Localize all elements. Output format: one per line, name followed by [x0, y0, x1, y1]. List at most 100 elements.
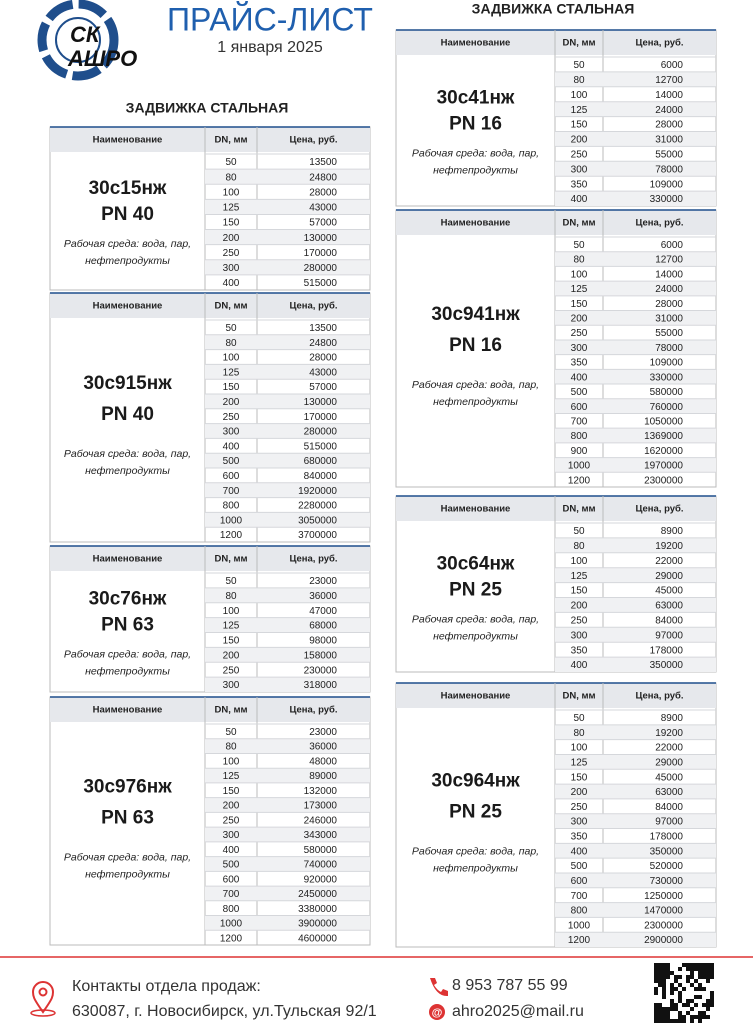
dn: 1200 [220, 530, 243, 541]
qr-cell [658, 1019, 662, 1023]
dn: 1200 [568, 475, 591, 486]
column-header: Цена, руб. [635, 38, 683, 49]
row-stripe [205, 199, 370, 215]
price: 48000 [309, 756, 337, 767]
column-header: Цена, руб. [635, 504, 683, 515]
qr-cell [658, 975, 662, 979]
price: 2300000 [644, 475, 683, 486]
price: 36000 [309, 591, 337, 602]
dn: 250 [223, 412, 240, 423]
dn: 200 [571, 135, 588, 146]
price: 1970000 [644, 461, 683, 472]
dn: 400 [571, 846, 588, 857]
price: 520000 [650, 861, 684, 872]
qr-cell [710, 971, 714, 975]
product-name: 30с976нж [83, 777, 172, 798]
price: 280000 [304, 263, 338, 274]
qr-cell [662, 995, 666, 999]
qr-cell [666, 967, 670, 971]
dn: 50 [225, 576, 237, 587]
row-stripe [555, 902, 716, 918]
qr-cell [658, 983, 662, 987]
qr-cell [670, 983, 674, 987]
row-stripe [555, 457, 716, 473]
qr-cell [670, 1003, 674, 1007]
email[interactable]: ahro2025@mail.ru [452, 1003, 584, 1020]
medium: Рабочая среда: вода, пар, [412, 147, 539, 159]
qr-cell [698, 983, 702, 987]
qr-cell [678, 1015, 682, 1019]
price: 43000 [309, 367, 337, 378]
column-header: Цена, руб. [289, 135, 337, 146]
qr-cell [678, 995, 682, 999]
qr-cell [654, 987, 658, 991]
phone[interactable]: 8 953 787 55 99 [452, 977, 568, 994]
qr-cell [694, 995, 698, 999]
product-name: 30с15нж [89, 178, 167, 199]
product-name: 30с41нж [437, 88, 515, 109]
qr-cell [678, 1011, 682, 1015]
price: 24000 [655, 105, 683, 116]
table-header [396, 210, 716, 235]
price: 132000 [304, 786, 338, 797]
dn: 125 [571, 757, 588, 768]
qr-cell [702, 967, 706, 971]
dn: 80 [225, 172, 237, 183]
row-stripe [555, 567, 716, 583]
row-stripe [205, 797, 370, 813]
qr-cell [698, 1019, 702, 1023]
qr-cell [678, 983, 682, 987]
qr-cell [654, 975, 658, 979]
qr-cell [690, 1015, 694, 1019]
price: 55000 [655, 149, 683, 160]
price: 515000 [304, 441, 338, 452]
qr-cell [678, 975, 682, 979]
qr-cell [694, 987, 698, 991]
qr-cell [686, 975, 690, 979]
dn: 250 [571, 328, 588, 339]
dn: 350 [571, 832, 588, 843]
price: 84000 [655, 802, 683, 813]
column-header: Наименование [441, 504, 511, 515]
price: 1620000 [644, 446, 683, 457]
price: 170000 [304, 412, 338, 423]
dn: 150 [223, 786, 240, 797]
dn: 400 [571, 660, 588, 671]
address: 630087, г. Новосибирск, ул.Тульская 92/1 [72, 1003, 377, 1020]
price: 97000 [655, 630, 683, 641]
column-header: Наименование [93, 135, 163, 146]
date: 1 января 2025 [217, 39, 323, 56]
price: 47000 [309, 606, 337, 617]
dn: 300 [223, 427, 240, 438]
row-stripe [205, 617, 370, 633]
dn: 250 [223, 815, 240, 826]
price: 1250000 [644, 891, 683, 902]
price: 840000 [304, 471, 338, 482]
dn: 350 [571, 179, 588, 190]
dn: 50 [225, 157, 237, 168]
column-header: Наименование [93, 705, 163, 716]
qr-code [653, 962, 714, 1023]
row-stripe [555, 191, 716, 206]
qr-cell [658, 963, 662, 967]
qr-cell [654, 991, 658, 995]
column-header: DN, мм [562, 691, 595, 702]
qr-cell [666, 1019, 670, 1023]
dn: 50 [225, 323, 237, 334]
section-title: ЗАДВИЖКА СТАЛЬНАЯ [126, 100, 289, 116]
row-stripe [555, 657, 716, 672]
price: 580000 [304, 845, 338, 856]
dn: 400 [571, 194, 588, 205]
price: 740000 [304, 860, 338, 871]
price: 63000 [655, 601, 683, 612]
dn: 600 [223, 874, 240, 885]
dn: 80 [573, 728, 585, 739]
price: 343000 [304, 830, 338, 841]
qr-cell [698, 987, 702, 991]
price: 173000 [304, 801, 338, 812]
qr-cell [670, 999, 674, 1003]
qr-cell [666, 963, 670, 967]
qr-cell [662, 975, 666, 979]
dn: 125 [571, 284, 588, 295]
qr-cell [674, 979, 678, 983]
